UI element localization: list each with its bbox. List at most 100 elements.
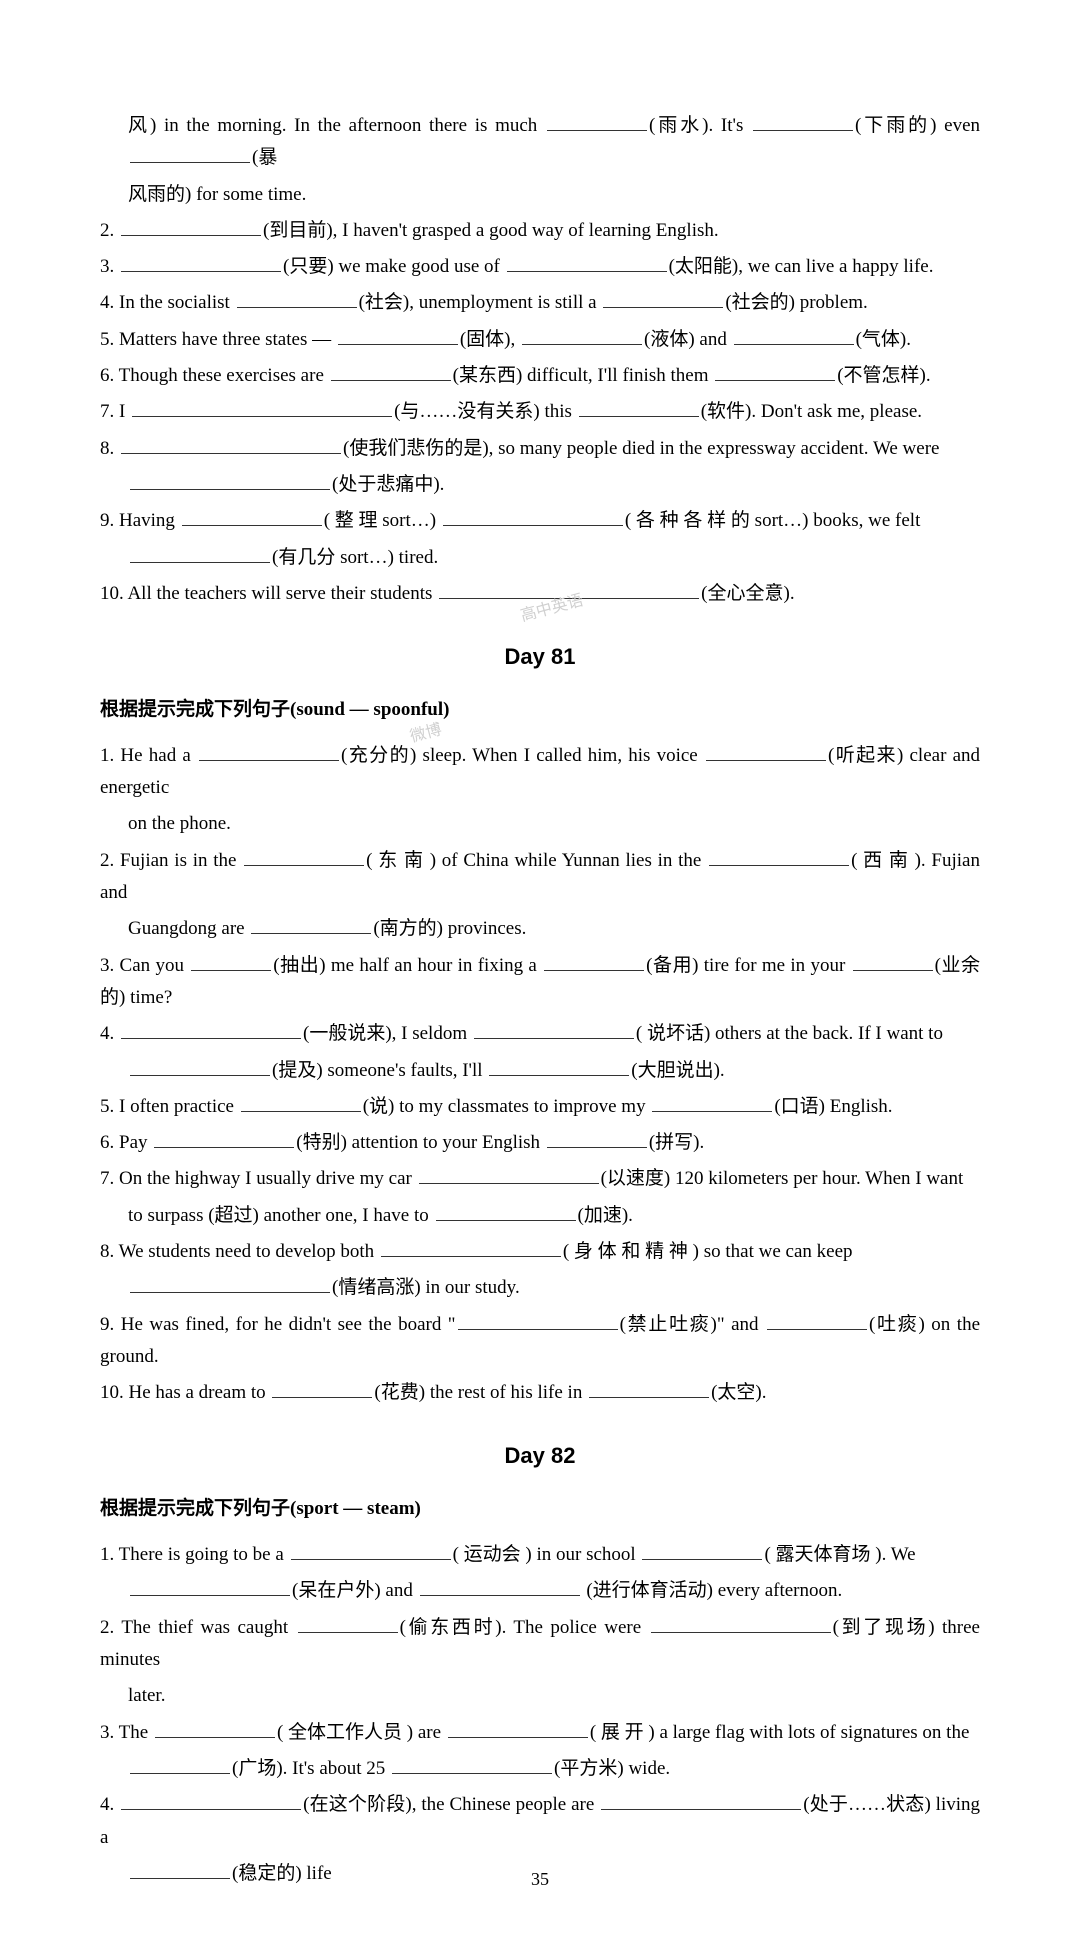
text: (呆在户外) and	[292, 1580, 418, 1601]
blank	[291, 1540, 451, 1560]
top-q3: 3. (只要) we make good use of (太阳能), we ca…	[100, 251, 980, 283]
blank	[419, 1164, 599, 1184]
blank	[853, 951, 933, 971]
day82-title: Day 82	[100, 1437, 980, 1474]
blank	[155, 1718, 275, 1738]
blank	[298, 1613, 398, 1633]
blank	[132, 397, 392, 417]
text: (备用) tire for me in your	[646, 955, 850, 976]
text: (雨水). It's	[649, 115, 751, 136]
text: 4. In the socialist	[100, 292, 235, 313]
blank	[251, 914, 371, 934]
top-q4: 4. In the socialist (社会), unemployment i…	[100, 287, 980, 319]
d81-q1-line2: on the phone.	[100, 808, 980, 840]
text: later.	[128, 1685, 165, 1706]
text: (加速).	[578, 1205, 633, 1226]
text: ( 身 体 和 精 神 ) so that we can keep	[563, 1241, 853, 1262]
text: 风) in the morning. In the afternoon ther…	[128, 115, 545, 136]
blank	[121, 1019, 301, 1039]
day82-section: 根据提示完成下列句子(sport — steam)	[100, 1493, 980, 1525]
blank	[767, 1310, 867, 1330]
text: ( 各 种 各 样 的 sort…) books, we felt	[625, 510, 921, 531]
text: (暴	[252, 147, 277, 168]
text: 风雨的) for some time.	[128, 184, 306, 205]
text: 7. I	[100, 401, 130, 422]
text: (进行体育活动) every afternoon.	[582, 1580, 843, 1601]
top-q10: 10. All the teachers will serve their st…	[100, 578, 980, 610]
text: ( 全体工作人员 ) are	[277, 1722, 446, 1743]
page-number: 35	[0, 1864, 1080, 1895]
text: (使我们悲伤的是), so many people died in the ex…	[343, 438, 939, 459]
d81-q10: 10. He has a dream to (花费) the rest of h…	[100, 1377, 980, 1409]
blank	[121, 434, 341, 454]
text: 2. The thief was caught	[100, 1617, 296, 1638]
blank	[642, 1540, 762, 1560]
text: 6. Pay	[100, 1132, 152, 1153]
blank	[753, 111, 853, 131]
text: (说) to my classmates to improve my	[363, 1096, 651, 1117]
text: (平方米) wide.	[554, 1758, 670, 1779]
d82-q2-line2: later.	[100, 1680, 980, 1712]
blank	[154, 1128, 294, 1148]
text: 3. Can you	[100, 955, 189, 976]
text: (固体),	[460, 329, 520, 350]
d82-q2-line1: 2. The thief was caught (偷东西时). The poli…	[100, 1612, 980, 1677]
text: (某东西) difficult, I'll finish them	[453, 365, 714, 386]
top-q9-line2: (有几分 sort…) tired.	[100, 542, 980, 574]
day81-title: Day 81	[100, 638, 980, 675]
blank	[458, 1310, 618, 1330]
blank	[121, 252, 281, 272]
blank	[331, 361, 451, 381]
blank	[603, 288, 723, 308]
blank	[651, 1613, 831, 1633]
top-q2: 2. (到目前), I haven't grasped a good way o…	[100, 215, 980, 247]
text: (偷东西时). The police were	[400, 1617, 649, 1638]
blank	[436, 1201, 576, 1221]
text: Guangdong are	[128, 918, 249, 939]
blank	[130, 143, 250, 163]
text: (南方的) provinces.	[373, 918, 526, 939]
text: (不管怎样).	[837, 365, 930, 386]
blank	[191, 951, 271, 971]
d82-q3-line2: (广场). It's about 25 (平方米) wide.	[100, 1753, 980, 1785]
text: 6. Though these exercises are	[100, 365, 329, 386]
text: (处于悲痛中).	[332, 474, 444, 495]
text: 1. There is going to be a	[100, 1544, 289, 1565]
blank	[130, 1754, 230, 1774]
text: (全心全意).	[701, 583, 794, 604]
text: (抽出) me half an hour in fixing a	[273, 955, 542, 976]
blank	[338, 325, 458, 345]
d81-q2-line1: 2. Fujian is in the ( 东 南 ) of China whi…	[100, 845, 980, 910]
blank	[652, 1092, 772, 1112]
blank	[121, 1790, 301, 1810]
text: (社会的) problem.	[725, 292, 867, 313]
d81-q4-line2: (提及) someone's faults, I'll (大胆说出).	[100, 1055, 980, 1087]
d81-q3: 3. Can you (抽出) me half an hour in fixin…	[100, 950, 980, 1015]
day81-section: 根据提示完成下列句子(sound — spoonful)	[100, 694, 980, 726]
text: 5. Matters have three states —	[100, 329, 336, 350]
text: 9. Having	[100, 510, 180, 531]
blank	[237, 288, 357, 308]
d82-q1-line2: (呆在户外) and (进行体育活动) every afternoon.	[100, 1575, 980, 1607]
text: (大胆说出).	[631, 1060, 724, 1081]
top-block: 风) in the morning. In the afternoon ther…	[100, 110, 980, 610]
blank	[130, 1056, 270, 1076]
text: 5. I often practice	[100, 1096, 239, 1117]
top-q7: 7. I (与……没有关系) this (软件). Don't ask me, …	[100, 396, 980, 428]
blank	[443, 506, 623, 526]
blank	[589, 1378, 709, 1398]
blank	[522, 325, 642, 345]
day81-block: 1. He had a (充分的) sleep. When I called h…	[100, 740, 980, 1410]
text: 10. He has a dream to	[100, 1382, 270, 1403]
text: ( 露天体育场 ). We	[764, 1544, 915, 1565]
blank	[199, 741, 339, 761]
text: (软件). Don't ask me, please.	[701, 401, 922, 422]
text: (社会), unemployment is still a	[359, 292, 602, 313]
top-q6: 6. Though these exercises are (某东西) diff…	[100, 360, 980, 392]
text: (以速度) 120 kilometers per hour. When I wa…	[601, 1168, 964, 1189]
text: 3. The	[100, 1722, 153, 1743]
blank	[507, 252, 667, 272]
text: (口语) English.	[774, 1096, 892, 1117]
text: (拼写).	[649, 1132, 704, 1153]
blank	[272, 1378, 372, 1398]
